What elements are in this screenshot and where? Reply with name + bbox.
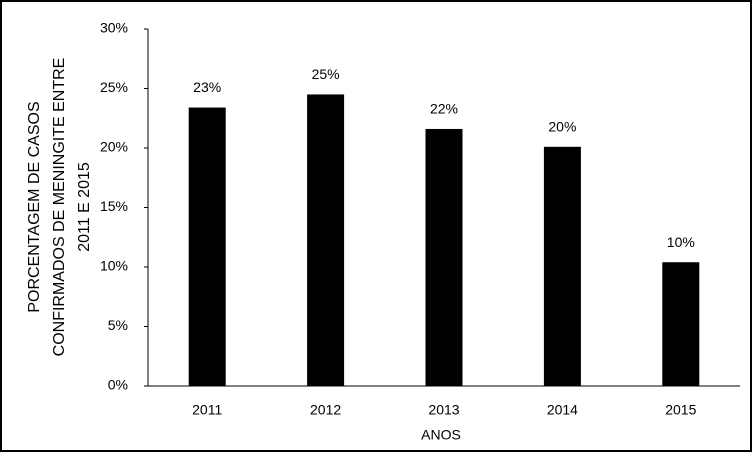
y-tick-label: 25% bbox=[100, 79, 128, 95]
y-tick-label: 20% bbox=[100, 139, 128, 155]
bar bbox=[662, 262, 700, 386]
x-axis-label: ANOS bbox=[421, 427, 461, 443]
bar bbox=[188, 107, 226, 386]
y-tick-label: 0% bbox=[108, 377, 128, 393]
data-label: 20% bbox=[548, 119, 576, 135]
y-axis-label: 2011 E 2015 bbox=[76, 162, 93, 252]
x-tick-label: 2014 bbox=[547, 402, 578, 418]
data-label: 10% bbox=[667, 234, 695, 250]
data-label: 23% bbox=[193, 79, 221, 95]
bar bbox=[543, 146, 581, 386]
y-axis-label: CONFIRMADOS DE MENINGITE ENTRE bbox=[51, 58, 68, 357]
y-tick-label: 15% bbox=[100, 198, 128, 214]
data-label: 25% bbox=[312, 66, 340, 82]
x-tick-label: 2013 bbox=[428, 402, 459, 418]
y-tick-label: 5% bbox=[108, 317, 128, 333]
y-tick-label: 10% bbox=[100, 258, 128, 274]
bar bbox=[307, 94, 345, 386]
y-tick-label: 30% bbox=[100, 20, 128, 36]
y-axis-label: PORCENTAGEM DE CASOS bbox=[26, 101, 43, 312]
bar bbox=[425, 128, 463, 386]
x-tick-label: 2012 bbox=[310, 402, 341, 418]
x-tick-label: 2015 bbox=[665, 402, 696, 418]
data-label: 22% bbox=[430, 101, 458, 117]
x-tick-label: 2011 bbox=[192, 402, 222, 418]
